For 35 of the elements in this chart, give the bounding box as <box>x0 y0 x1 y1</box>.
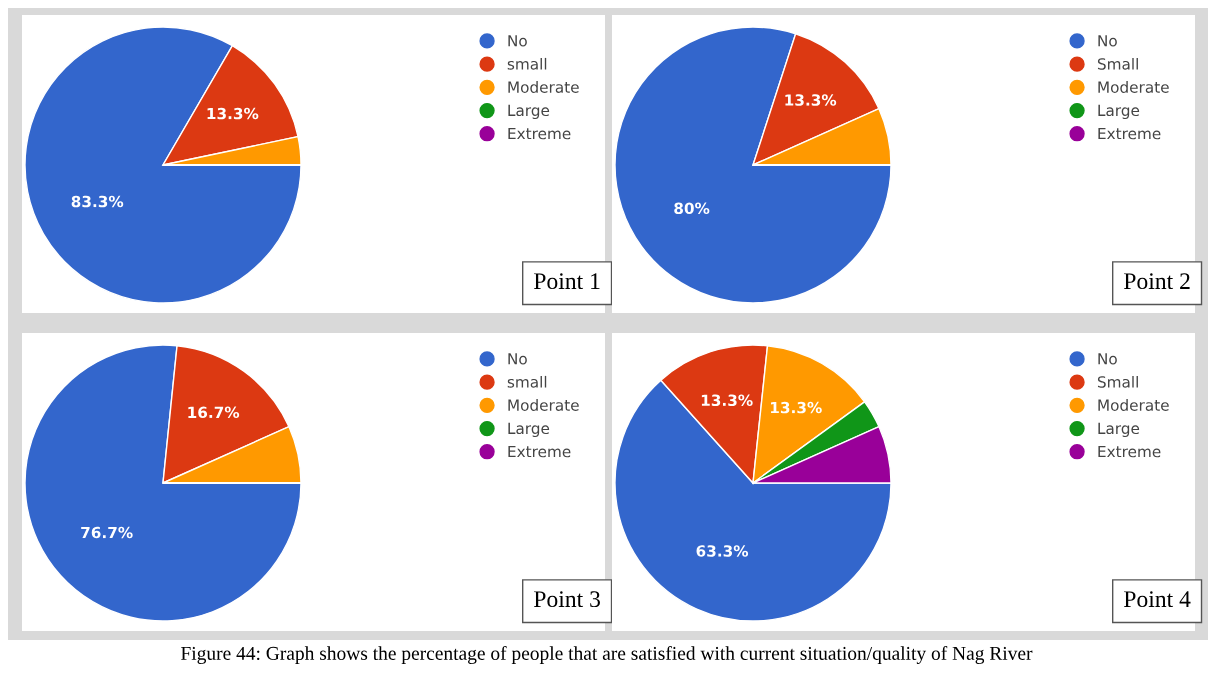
legend-label: Extreme <box>1098 127 1161 140</box>
text: Point 2 <box>1124 273 1190 290</box>
legend-label: Extreme <box>1098 445 1161 458</box>
data-label: 76.7% <box>81 526 133 539</box>
data-label: 13.3% <box>785 94 837 106</box>
legend-label: Extreme <box>508 127 571 140</box>
legend-label: Large <box>508 104 550 120</box>
legend-label: Small <box>1097 57 1138 70</box>
legend-label: Moderate <box>508 399 579 411</box>
data-label: 13.3% <box>207 107 259 120</box>
legend-label: Large <box>508 422 550 438</box>
legend-label: No <box>508 353 527 365</box>
data-label: 13.3% <box>701 394 753 407</box>
legend-label: Extreme <box>508 445 571 458</box>
data-label: 13.3% <box>771 401 822 414</box>
legend-label: No <box>508 35 527 47</box>
legend-label: No <box>1098 35 1117 47</box>
data-label: 80% <box>674 202 710 215</box>
data-label: 63.3% <box>696 545 749 557</box>
caption: Figure 44: Graph shows the percentage of people that are satisfied with current situation/quality of Nag River <box>181 646 1033 664</box>
legend-label: Small <box>1097 375 1138 388</box>
legend-label: Moderate <box>1098 399 1169 411</box>
legend-label: No <box>1098 353 1117 365</box>
text: Point 4 <box>1124 591 1191 608</box>
legend-label: small <box>507 375 547 388</box>
pie-slice <box>162 45 299 166</box>
text: Point 3 <box>534 591 600 608</box>
data-label: 83.3% <box>71 195 124 208</box>
legend-label: Large <box>1098 422 1140 438</box>
legend-label: Large <box>1098 104 1140 120</box>
data-label: 16.7% <box>188 406 240 419</box>
legend-label: small <box>507 57 547 70</box>
legend-label: Moderate <box>508 81 579 93</box>
text: Point 1 <box>534 273 600 290</box>
legend-label: Moderate <box>1098 81 1169 93</box>
